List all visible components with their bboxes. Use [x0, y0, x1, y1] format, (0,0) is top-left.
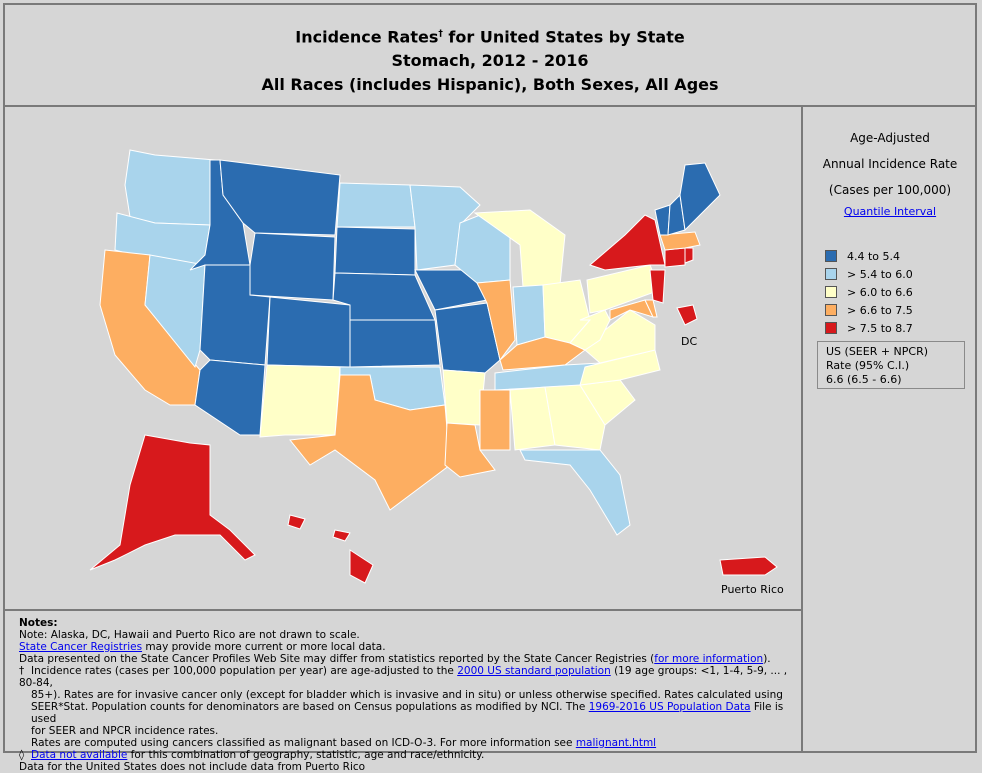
state-ks[interactable]: [349, 319, 441, 368]
note-registries: State Cancer Registries may provide more…: [19, 641, 801, 653]
legend-swatch: [825, 286, 837, 298]
legend-items: 4.4 to 5.4 > 5.4 to 6.0 > 6.0 to 6.6 > 6…: [825, 247, 913, 337]
state-pr[interactable]: [719, 556, 778, 576]
note-seerstat: SEER*Stat. Population counts for denomin…: [19, 701, 801, 725]
legend-label: > 6.6 to 7.5: [847, 303, 913, 317]
note-not-available: ◊ Data not available for this combination…: [19, 749, 801, 761]
state-fl[interactable]: [519, 449, 631, 536]
legend-item: > 7.5 to 8.7: [825, 319, 913, 337]
note-seer-npcr: for SEER and NPCR incidence rates.: [31, 725, 219, 737]
state-hi[interactable]: [287, 514, 374, 584]
state-mo[interactable]: [434, 302, 501, 374]
note-scale: Note: Alaska, DC, Hawaii and Puerto Rico…: [19, 629, 360, 641]
state-in[interactable]: [512, 284, 546, 346]
state-wv[interactable]: [569, 309, 611, 351]
title-text: Incidence Rates: [295, 27, 439, 47]
state-ri[interactable]: [684, 247, 694, 264]
legend-swatch: [825, 304, 837, 316]
state-me[interactable]: [679, 162, 721, 232]
title-line-3: All Races (includes Hispanic), Both Sexe…: [261, 75, 719, 95]
legend-item: > 5.4 to 6.0: [825, 265, 913, 283]
population-data-link[interactable]: 1969-2016 US Population Data: [588, 701, 751, 713]
note-data-differ-text: Data presented on the State Cancer Profi…: [19, 653, 655, 665]
standard-population-link[interactable]: 2000 US standard population: [457, 665, 611, 677]
notes-heading: Notes:: [19, 617, 58, 629]
diamond-symbol: ◊: [19, 749, 25, 761]
legend-label: > 5.4 to 6.0: [847, 267, 913, 281]
state-wy[interactable]: [249, 232, 336, 301]
title-area: Incidence Rates† for United States by St…: [5, 5, 975, 107]
title-line-1: Incidence Rates† for United States by St…: [5, 22, 975, 49]
state-nd[interactable]: [336, 182, 416, 228]
legend-swatch: [825, 250, 837, 262]
legend-panel: Age-Adjusted Annual Incidence Rate (Case…: [801, 105, 977, 751]
notes-panel: Notes: Note: Alaska, DC, Hawaii and Puer…: [5, 609, 801, 773]
state-wa[interactable]: [124, 149, 216, 226]
us-rate-box: US (SEER + NPCR) Rate (95% C.I.) 6.6 (6.…: [817, 341, 965, 389]
state-az[interactable]: [194, 359, 266, 436]
note-data-differ: Data presented on the State Cancer Profi…: [19, 653, 801, 665]
note-puerto-rico: Data for the United States does not incl…: [19, 761, 366, 773]
quantile-interval-link[interactable]: Quantile Interval: [843, 205, 937, 218]
state-nm[interactable]: [259, 364, 341, 438]
note-incidence-end: (19 age groups: <1, 1-4, 5-9, ... , 80-8…: [19, 665, 788, 689]
state-ut[interactable]: [199, 264, 271, 366]
legend-title-line-3: (Cases per 100,000): [828, 183, 952, 197]
state-ct[interactable]: [664, 247, 686, 268]
us-rate-title: US (SEER + NPCR): [826, 345, 929, 358]
note-incidence-text: Incidence rates (cases per 100,000 popul…: [31, 665, 458, 677]
state-ak[interactable]: [89, 434, 256, 571]
note-seerstat-text: SEER*Stat. Population counts for denomin…: [31, 701, 589, 713]
note-registries-text: may provide more current or more local d…: [142, 641, 386, 653]
note-seerstat-end: File is used: [31, 701, 784, 725]
legend-label: > 7.5 to 8.7: [847, 321, 913, 335]
title-text-rest: for United States by State: [442, 27, 685, 47]
map-area: DC Puerto Rico: [5, 105, 801, 609]
data-not-available-link[interactable]: Data not available: [31, 749, 128, 761]
state-dc[interactable]: [676, 304, 698, 326]
puerto-rico-label: Puerto Rico: [721, 583, 784, 596]
legend-title: Age-Adjusted Annual Incidence Rate (Case…: [803, 125, 977, 203]
state-ar[interactable]: [442, 369, 486, 426]
state-il[interactable]: [476, 279, 516, 362]
state-sd[interactable]: [334, 226, 416, 276]
title-dagger: †: [438, 29, 443, 39]
state-md[interactable]: [609, 299, 654, 321]
state-ma[interactable]: [659, 231, 701, 251]
map-frame: Incidence Rates† for United States by St…: [3, 3, 977, 773]
legend-swatch: [825, 268, 837, 280]
note-incidence: † Incidence rates (cases per 100,000 popu…: [19, 665, 801, 689]
state-pa[interactable]: [586, 264, 661, 314]
state-co[interactable]: [266, 296, 351, 368]
state-ny[interactable]: [589, 214, 666, 271]
legend-label: 4.4 to 5.4: [847, 249, 901, 263]
note-malignant-text: Rates are computed using cancers classif…: [31, 737, 576, 749]
state-nj[interactable]: [649, 269, 666, 304]
title-line-2: Stomach, 2012 - 2016: [391, 51, 589, 71]
legend-item: > 6.6 to 7.5: [825, 301, 913, 319]
note-invasive: 85+). Rates are for invasive cancer only…: [31, 689, 783, 701]
note-not-available-text: for this combination of geography, stati…: [127, 749, 485, 761]
state-cancer-registries-link[interactable]: State Cancer Registries: [19, 641, 143, 653]
legend-item: > 6.0 to 6.6: [825, 283, 913, 301]
state-la[interactable]: [444, 422, 496, 478]
us-rate-value: 6.6 (6.5 - 6.6): [826, 373, 902, 386]
us-rate-label: Rate (95% C.I.): [826, 359, 910, 372]
state-nv[interactable]: [144, 254, 206, 369]
note-malignant: Rates are computed using cancers classif…: [19, 737, 801, 749]
legend-label: > 6.0 to 6.6: [847, 285, 913, 299]
malignant-link[interactable]: malignant.html: [575, 737, 657, 749]
dagger-symbol: †: [19, 665, 25, 677]
dc-label: DC: [681, 335, 698, 348]
us-map: [89, 149, 778, 584]
legend-title-line-2: Annual Incidence Rate: [822, 157, 958, 171]
state-tx[interactable]: [289, 374, 451, 511]
more-information-link[interactable]: for more information: [654, 653, 764, 665]
state-ms[interactable]: [479, 389, 511, 451]
state-de[interactable]: [644, 299, 658, 318]
legend-item: 4.4 to 5.4: [825, 247, 913, 265]
legend-title-line-1: Age-Adjusted: [850, 131, 930, 145]
legend-swatch: [825, 322, 837, 334]
note-data-differ-end: ).: [763, 653, 771, 665]
